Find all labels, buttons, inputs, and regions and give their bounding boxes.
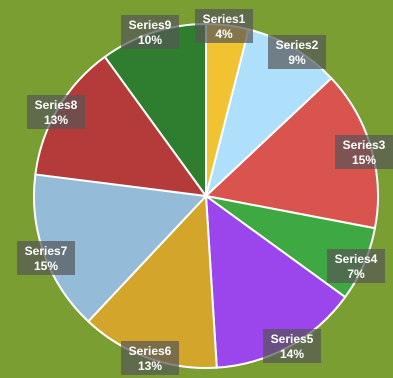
slice-label-box	[121, 341, 179, 375]
slice-label-name: Series9	[129, 18, 172, 32]
slice-label-name: Series2	[276, 38, 319, 52]
pie-labels: Series14%Series29%Series315%Series47%Ser…	[17, 9, 393, 375]
slice-label-value: 7%	[347, 267, 365, 281]
slice-label-name: Series6	[129, 344, 172, 358]
slice-label-value: 9%	[288, 53, 306, 67]
slice-label-box	[327, 249, 385, 283]
slice-label-value: 10%	[138, 33, 162, 47]
slice-label-name: Series4	[335, 252, 378, 266]
slice-label-value: 14%	[280, 347, 304, 361]
slice-label-name: Series7	[25, 244, 68, 258]
slice-label-value: 15%	[34, 259, 58, 273]
slice-label-value: 13%	[44, 113, 68, 127]
pie-slices	[33, 22, 379, 369]
slice-label-box	[17, 241, 75, 275]
slice-label-name: Series1	[203, 12, 246, 26]
slice-label-name: Series8	[35, 98, 78, 112]
slice-label-box	[263, 329, 321, 363]
slice-label-value: 4%	[215, 27, 233, 41]
slice-label-box	[335, 135, 393, 169]
slice-label-box	[27, 95, 85, 129]
slice-label-box	[121, 15, 179, 49]
slice-label-value: 15%	[352, 153, 376, 167]
slice-label-box	[268, 35, 326, 69]
slice-label-box	[195, 9, 253, 43]
slice-label-value: 13%	[138, 359, 162, 373]
slice-label-name: Series5	[271, 332, 314, 346]
slice-label-name: Series3	[343, 138, 386, 152]
